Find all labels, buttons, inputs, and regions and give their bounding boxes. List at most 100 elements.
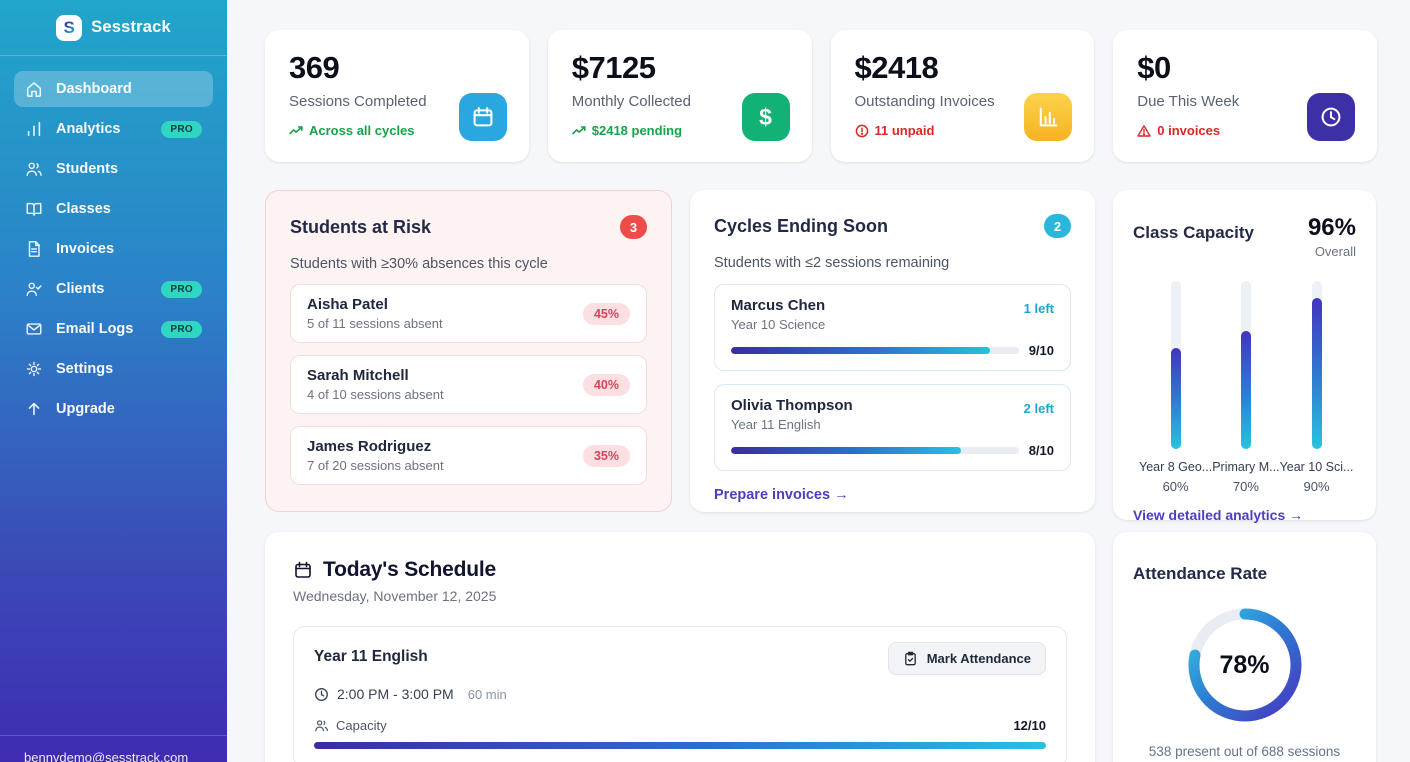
session-name: Year 11 English: [314, 648, 428, 665]
bottom-row: Today's Schedule Wednesday, November 12,…: [265, 532, 1377, 762]
trending-up-icon: [289, 125, 303, 134]
calendar-icon: [295, 561, 311, 578]
view-analytics-link[interactable]: View detailed analytics →: [1133, 507, 1304, 523]
sidebar-item-email-logs[interactable]: Email Logs PRO: [14, 311, 213, 347]
capacity-bar: Primary M... 70%: [1212, 281, 1280, 494]
chart-column-icon: [1024, 93, 1073, 141]
sidebar-item-analytics[interactable]: Analytics PRO: [14, 111, 213, 147]
sidebar-item-label: Dashboard: [56, 81, 132, 97]
session-duration: 60 min: [467, 686, 507, 702]
sidebar-item-label: Analytics: [56, 121, 121, 137]
mark-attendance-button[interactable]: Mark Attendance: [887, 642, 1046, 675]
brand-header: S Sesstrack: [0, 0, 227, 56]
home-icon: [26, 82, 42, 97]
sidebar-item-classes[interactable]: Classes: [14, 191, 213, 227]
risk-student-row[interactable]: Aisha Patel 5 of 11 sessions absent 45%: [290, 284, 647, 343]
capacity-bar: Year 8 Geo... 60%: [1139, 281, 1212, 494]
capacity-bar-chart: Year 8 Geo... 60% Primary M... 70% Year …: [1133, 281, 1356, 494]
class-capacity-card: Class Capacity 96% Overall Year 8 Geo...…: [1113, 190, 1376, 523]
sidebar-item-label: Settings: [56, 361, 114, 377]
sidebar-item-label: Classes: [56, 201, 111, 217]
trending-up-icon: [571, 125, 586, 134]
pro-badge: PRO: [161, 320, 202, 338]
sidebar-item-students[interactable]: Students: [14, 151, 213, 187]
stat-label: Monthly Collected: [571, 93, 691, 110]
attendance-pct: 78%: [1219, 650, 1270, 679]
session-row: Year 11 English Mark Attendance 2:00 PM …: [293, 626, 1067, 762]
risk-student-row[interactable]: Sarah Mitchell 4 of 10 sessions absent 4…: [290, 355, 647, 414]
attendance-caption: 538 present out of 688 sessions: [1148, 744, 1341, 759]
capacity-progress-bar: [314, 742, 1046, 749]
sidebar-item-label: Students: [56, 161, 119, 177]
brand-name: Sesstrack: [91, 18, 171, 36]
progress-fill: [731, 347, 990, 354]
stat-label: Sessions Completed: [289, 93, 427, 110]
pro-badge: PRO: [161, 280, 202, 298]
students-at-risk-card: Students at Risk 3 Students with ≥30% ab…: [265, 190, 672, 512]
capacity-bar-label: Year 10 Sci...: [1279, 460, 1354, 474]
sidebar-item-clients[interactable]: Clients PRO: [14, 271, 213, 307]
capacity-bar: Year 10 Sci... 90%: [1279, 281, 1354, 494]
card-title: Cycles Ending Soon: [714, 215, 889, 236]
stats-row: 369 Sessions Completed Across all cycles…: [265, 30, 1377, 162]
attendance-donut: 78%: [1186, 606, 1304, 724]
capacity-bar-label: Primary M...: [1212, 460, 1280, 474]
progress-fraction: 8/10: [1028, 443, 1054, 458]
sidebar-item-label: Clients: [56, 281, 105, 297]
sessions-left-label: 2 left: [1023, 401, 1054, 416]
prepare-invoices-link[interactable]: Prepare invoices →: [714, 487, 849, 503]
sidebar-item-label: Upgrade: [56, 401, 115, 417]
alert-triangle-icon: [1137, 124, 1151, 137]
sidebar-item-settings[interactable]: Settings: [14, 351, 213, 387]
alert-circle-icon: [855, 124, 868, 137]
stat-label: Due This Week: [1137, 93, 1240, 110]
progress-track: [731, 347, 1019, 354]
sidebar-user-footer: bennydemo@sesstrack.com: [0, 735, 227, 762]
absence-pct-badge: 40%: [582, 373, 630, 396]
overall-capacity-value: 96%: [1307, 214, 1356, 241]
clipboard-check-icon: [904, 651, 916, 666]
calendar-icon: [458, 93, 507, 141]
pro-badge: PRO: [161, 120, 202, 138]
absence-pct-badge: 45%: [582, 302, 630, 325]
progress-fill: [731, 447, 962, 454]
sidebar-item-dashboard[interactable]: Dashboard: [14, 71, 213, 107]
progress-track: [731, 447, 1019, 454]
stat-note: 0 invoices: [1137, 123, 1353, 138]
stat-note: $2418 pending: [571, 123, 788, 138]
cycle-student-row[interactable]: Olivia Thompson Year 11 English 2 left 8…: [714, 384, 1071, 471]
stat-card-monthly-collected: $7125 Monthly Collected $2418 pending $: [547, 30, 812, 162]
cycles-count-badge: 2: [1044, 214, 1071, 238]
capacity-bar-pct: 70%: [1232, 479, 1259, 494]
user-email: bennydemo@sesstrack.com: [24, 750, 189, 762]
main-content: 369 Sessions Completed Across all cycles…: [227, 0, 1410, 762]
sidebar-item-invoices[interactable]: Invoices: [14, 231, 213, 267]
page-title: Today's Schedule: [323, 558, 496, 581]
sidebar-item-upgrade[interactable]: Upgrade: [14, 391, 213, 427]
attendance-donut-fill: [1188, 608, 1301, 722]
risk-count-badge: 3: [620, 215, 647, 239]
stat-note: Across all cycles: [289, 123, 505, 138]
stat-value: 369: [289, 50, 340, 85]
file-text-icon: [28, 241, 41, 257]
absence-pct-badge: 35%: [582, 444, 630, 467]
todays-schedule-card: Today's Schedule Wednesday, November 12,…: [265, 532, 1095, 762]
stat-card-outstanding-invoices: $2418 Outstanding Invoices 11 unpaid: [830, 30, 1095, 162]
cycle-student-row[interactable]: Marcus Chen Year 10 Science 1 left 9/10: [714, 284, 1071, 371]
progress-fraction: 9/10: [1028, 343, 1054, 358]
capacity-bar-fill: [1311, 297, 1322, 449]
stat-value: $7125: [571, 50, 656, 85]
student-class: Year 11 English: [731, 417, 821, 432]
book-open-icon: [26, 202, 42, 217]
card-subtitle: Students with ≥30% absences this cycle: [290, 256, 548, 272]
session-time: 2:00 PM - 3:00 PM: [337, 686, 454, 702]
student-name: Sarah Mitchell: [307, 367, 409, 384]
card-title: Students at Risk: [290, 216, 432, 237]
gear-icon: [26, 361, 42, 377]
clock-icon: [1307, 93, 1355, 141]
capacity-label: Capacity: [336, 718, 387, 733]
card-title: Class Capacity: [1133, 223, 1254, 242]
overall-capacity-label: Overall: [1314, 244, 1356, 259]
risk-student-row[interactable]: James Rodriguez 7 of 20 sessions absent …: [290, 426, 647, 485]
attendance-rate-card: Attendance Rate 78% 538 present out of: [1113, 532, 1376, 762]
